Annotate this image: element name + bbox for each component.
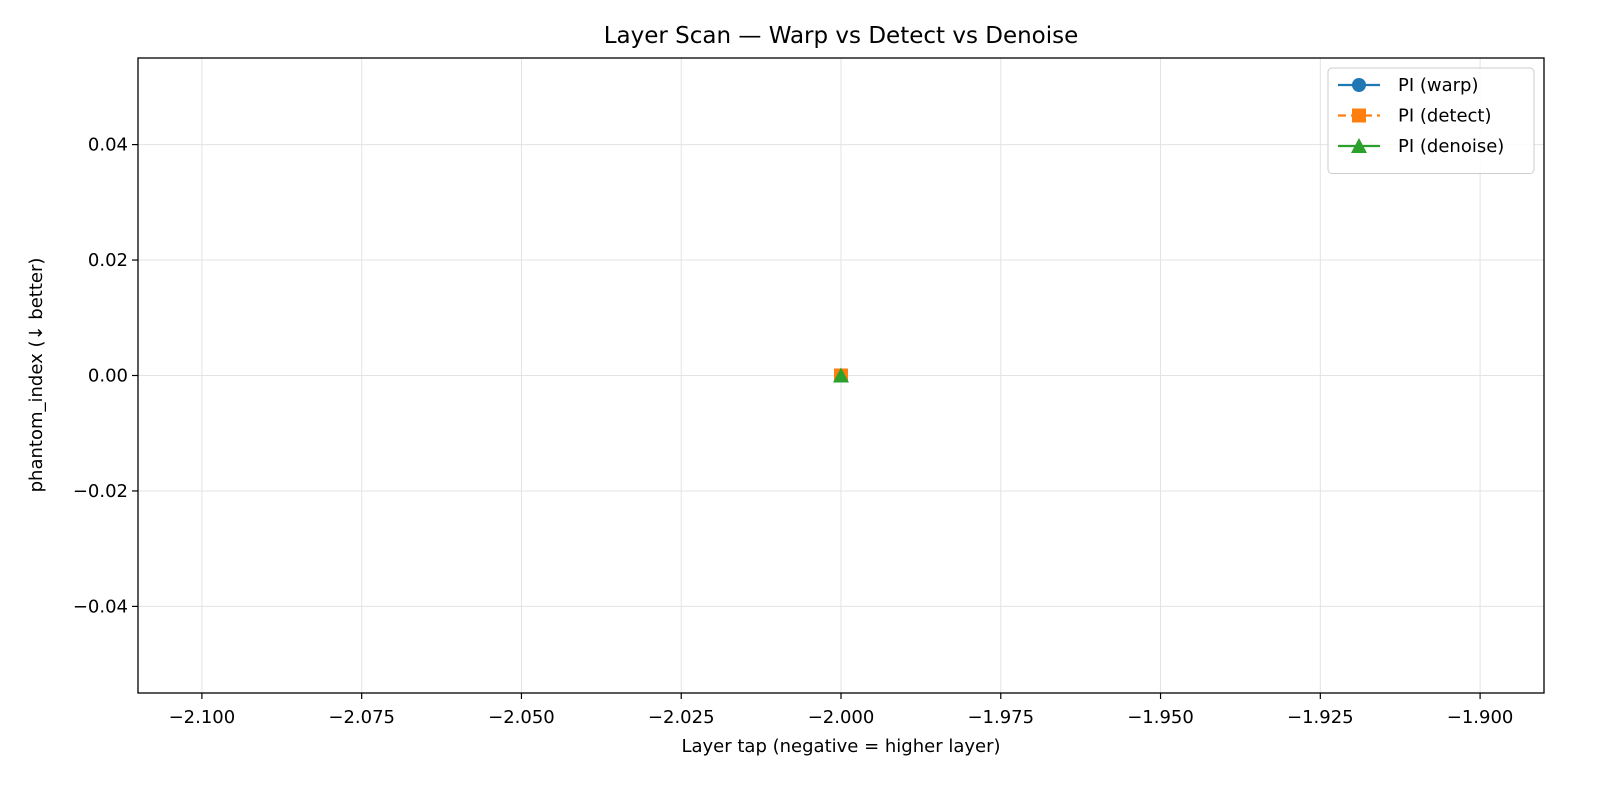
legend-marker-square	[1352, 108, 1366, 123]
y-tick-label: 0.00	[88, 366, 128, 387]
legend-label: PI (denoise)	[1398, 136, 1504, 157]
x-tick-label: −2.075	[328, 707, 395, 728]
data-point-triangle	[833, 367, 849, 383]
y-axis-title: phantom_index (↓ better)	[26, 258, 47, 493]
legend-item: PI (warp)	[1338, 75, 1479, 96]
y-tick-label: 0.04	[88, 135, 128, 156]
x-tick-label: −2.050	[488, 707, 555, 728]
series-layer	[833, 367, 849, 383]
x-tick-label: −1.925	[1287, 707, 1354, 728]
legend-item: PI (detect)	[1338, 106, 1492, 127]
chart-title: Layer Scan — Warp vs Detect vs Denoise	[604, 23, 1079, 49]
x-tick-label: −2.100	[169, 707, 236, 728]
y-tick-label: 0.02	[88, 250, 128, 271]
y-tick-label: −0.04	[73, 596, 128, 617]
grid	[138, 58, 1544, 693]
y-axis: 0.04 0.02 0.00 −0.02 −0.04	[73, 135, 138, 617]
legend-label: PI (warp)	[1398, 75, 1479, 96]
legend: PI (warp) PI (detect) PI (denoise)	[1327, 67, 1535, 174]
x-tick-label: −1.975	[967, 707, 1034, 728]
x-axis-title: Layer tap (negative = higher layer)	[681, 736, 1000, 757]
series-triangle	[833, 367, 849, 383]
legend-label: PI (detect)	[1398, 106, 1492, 127]
legend-marker-triangle	[1351, 138, 1367, 153]
x-tick-label: −2.025	[648, 707, 715, 728]
y-tick-label: −0.02	[73, 481, 128, 502]
legend-box	[1327, 67, 1535, 174]
x-axis: −2.100 −2.075 −2.050 −2.025 −2.000 −1.975 −1.9…	[169, 693, 1514, 728]
x-tick-label: −1.950	[1127, 707, 1194, 728]
x-tick-label: −1.900	[1447, 707, 1514, 728]
legend-marker-circle	[1352, 78, 1366, 92]
x-tick-label: −2.000	[808, 707, 875, 728]
legend-item: PI (denoise)	[1338, 136, 1504, 157]
